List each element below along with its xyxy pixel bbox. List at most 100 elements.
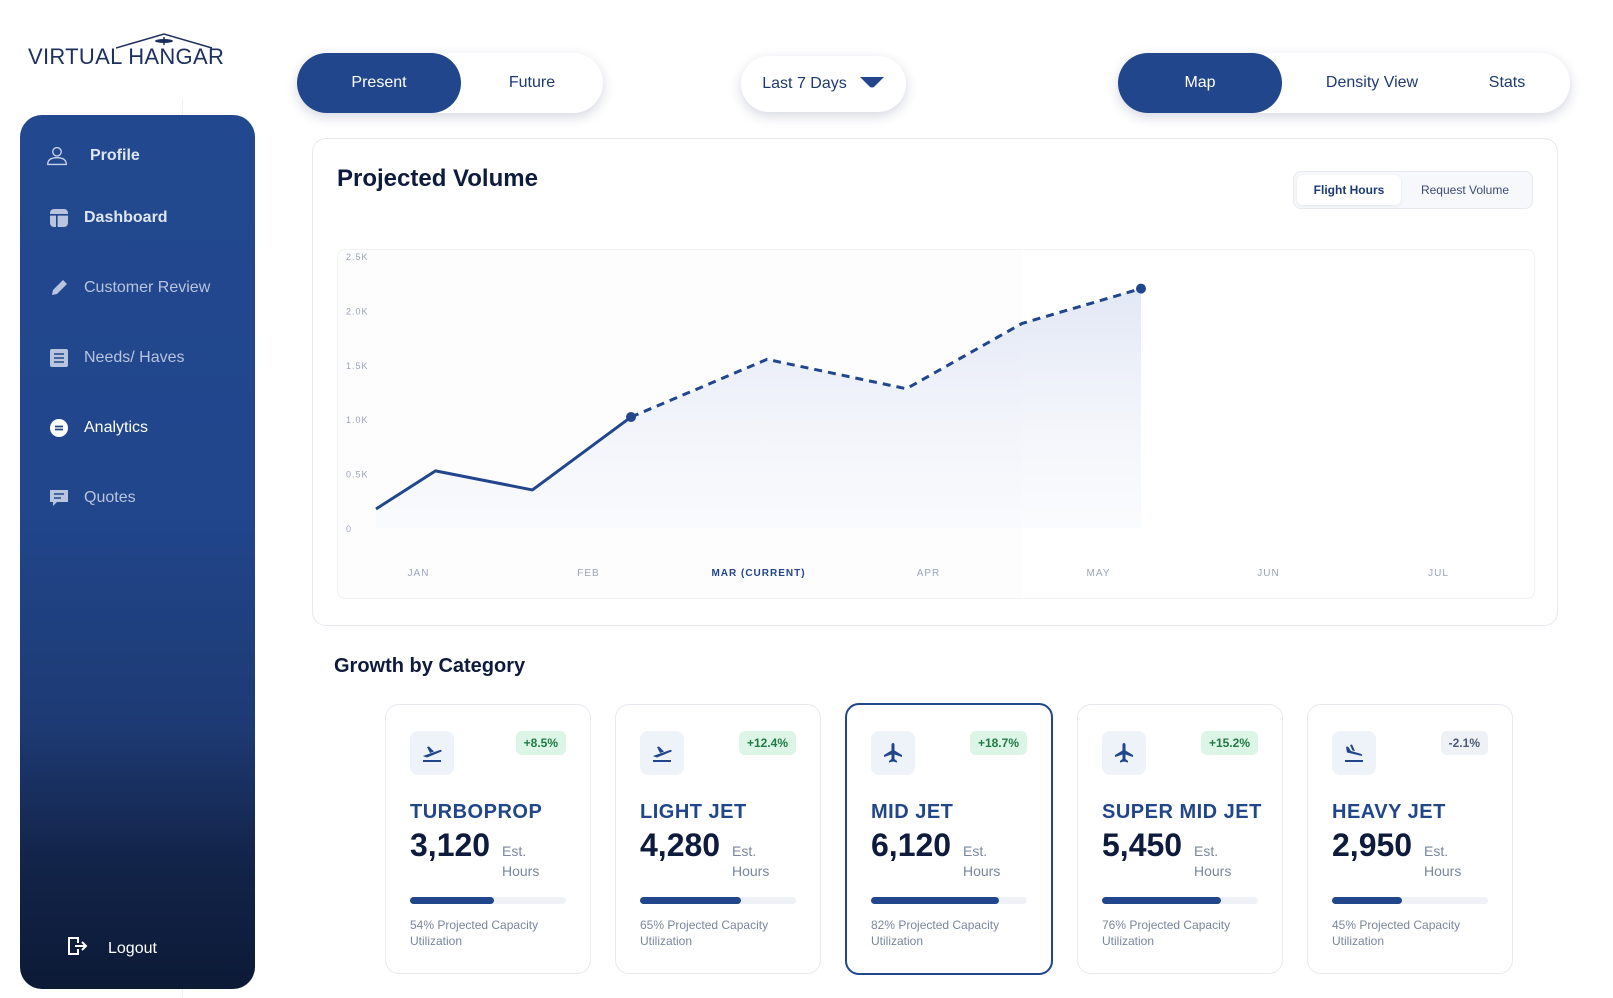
- sidebar-item-quotes[interactable]: Quotes: [48, 487, 136, 509]
- utilization-fill: [410, 897, 495, 904]
- change-badge: -2.1%: [1440, 731, 1488, 755]
- x-tick-label: FEB: [577, 568, 599, 579]
- sidebar-item-label: Customer Review: [84, 279, 211, 296]
- category-card-light-jet[interactable]: +12.4% LIGHT JET 4,280 Est. Hours 65% Project…: [615, 704, 821, 974]
- density-view-tab[interactable]: Density View: [1325, 74, 1419, 91]
- utilization-caption: 65% Projected Capacity Utilization: [640, 918, 769, 948]
- change-badge: +12.4%: [738, 731, 796, 755]
- hours-unit: Est. Hours: [502, 841, 562, 881]
- category-cards: +8.5% TURBOPROP 3,120 Est. Hours 54% Projecte…: [385, 703, 1513, 975]
- hours-unit: Est. Hours: [963, 841, 1023, 881]
- logout-label: Logout: [108, 939, 157, 957]
- flight-hours-tab[interactable]: Flight Hours: [1297, 175, 1401, 205]
- utilization-fill: [640, 897, 742, 904]
- dashboard-icon: [48, 207, 70, 229]
- category-name: LIGHT JET: [640, 801, 747, 823]
- sidebar-item-customer-review[interactable]: Customer Review: [48, 277, 210, 299]
- category-name: MID JET: [871, 801, 954, 823]
- map-tab[interactable]: Map: [1118, 53, 1282, 113]
- sidebar-item-label: Needs/ Haves: [84, 349, 185, 366]
- x-tick-label: JUL: [1428, 568, 1449, 579]
- change-badge: +18.7%: [969, 731, 1027, 755]
- plane-takeoff-icon: [410, 731, 454, 775]
- present-tab[interactable]: Present: [297, 53, 461, 113]
- metric-toggle: Flight Hours Request Volume: [1293, 171, 1533, 209]
- sidebar-item-analytics[interactable]: Analytics: [48, 417, 148, 439]
- utilization-bar: [871, 897, 1027, 904]
- category-name: SUPER MID JET: [1102, 801, 1262, 823]
- utilization-bar: [640, 897, 796, 904]
- date-range-label: Last 7 Days: [762, 75, 847, 92]
- date-range-dropdown[interactable]: Last 7 Days: [741, 56, 906, 112]
- sidebar-item-label: Quotes: [84, 489, 136, 506]
- chat-icon: [48, 487, 70, 509]
- category-name: HEAVY JET: [1332, 801, 1446, 823]
- sidebar-item-dashboard[interactable]: Dashboard: [48, 207, 168, 229]
- x-tick-label: APR: [917, 568, 941, 579]
- actual-series-line: [375, 415, 632, 511]
- unit-line: Hours: [502, 863, 540, 879]
- unit-line: Est.: [1424, 843, 1449, 859]
- current-point: [626, 412, 636, 423]
- sidebar-item-label: Profile: [90, 147, 140, 164]
- sidebar-item-label: Dashboard: [84, 209, 168, 226]
- logout-button[interactable]: Logout: [66, 935, 157, 962]
- utilization-caption: 45% Projected Capacity Utilization: [1332, 918, 1461, 948]
- utilization-fill: [871, 897, 999, 904]
- end-point: [1136, 283, 1146, 294]
- projected-volume-card: Projected Volume Flight Hours Request Vo…: [312, 138, 1558, 626]
- unit-line: Est.: [732, 843, 757, 859]
- y-tick-label: 1.0K: [346, 415, 369, 425]
- unit-line: Hours: [732, 863, 770, 879]
- utilization-fill: [1102, 897, 1221, 904]
- category-card-turboprop[interactable]: +8.5% TURBOPROP 3,120 Est. Hours 54% Projecte…: [385, 704, 591, 974]
- change-badge: +15.2%: [1200, 731, 1258, 755]
- y-tick-label: 2.5K: [346, 252, 369, 262]
- future-tab[interactable]: Future: [508, 74, 556, 91]
- list-icon: [48, 347, 70, 369]
- category-hours: 3,120: [410, 827, 491, 863]
- hours-unit: Est. Hours: [732, 841, 792, 881]
- x-tick-label: JUN: [1257, 568, 1279, 579]
- unit-line: Est.: [963, 843, 988, 859]
- category-card-super-mid-jet[interactable]: +15.2% SUPER MID JET 5,450 Est. Hours 76% Pro…: [1077, 704, 1283, 974]
- unit-line: Hours: [963, 863, 1001, 879]
- sidebar-item-label: Analytics: [84, 419, 149, 436]
- category-card-heavy-jet[interactable]: -2.1% HEAVY JET 2,950 Est. Hours 45% Projecte…: [1307, 704, 1513, 974]
- line-chart: 0 0.5K 1.0K 1.5K 2.0K 2.5K JAN FEB MAR (CURRENT)…: [337, 249, 1535, 599]
- unit-line: Est.: [502, 843, 527, 859]
- category-hours: 4,280: [640, 827, 721, 863]
- pencil-icon: [48, 277, 70, 299]
- analytics-icon: [48, 417, 70, 439]
- utilization-caption: 82% Projected Capacity Utilization: [871, 918, 1000, 948]
- hours-unit: Est. Hours: [1424, 841, 1484, 881]
- unit-line: Hours: [1194, 863, 1232, 879]
- stats-tab[interactable]: Stats: [1488, 74, 1526, 91]
- y-tick-label: 1.5K: [346, 361, 369, 371]
- sidebar-item-needs-haves[interactable]: Needs/ Haves: [48, 347, 185, 369]
- plane-takeoff-icon: [640, 731, 684, 775]
- user-icon: [46, 145, 68, 167]
- sidebar-item-profile[interactable]: Profile: [46, 145, 140, 167]
- line-chart-svg: 0 0.5K 1.0K 1.5K 2.0K 2.5K JAN FEB MAR (CURRENT)…: [346, 250, 1534, 598]
- utilization-caption: 76% Projected Capacity Utilization: [1102, 918, 1231, 948]
- y-tick-label: 0.5K: [346, 470, 369, 480]
- request-volume-tab[interactable]: Request Volume: [1420, 183, 1510, 197]
- growth-title: Growth by Category: [334, 655, 526, 677]
- utilization-bar: [1102, 897, 1258, 904]
- change-badge: +8.5%: [515, 731, 566, 755]
- hours-unit: Est. Hours: [1194, 841, 1254, 881]
- x-tick-label: MAR (CURRENT): [711, 568, 805, 579]
- category-card-mid-jet[interactable]: +18.7% MID JET 6,120 Est. Hours 82% Projected…: [845, 703, 1053, 975]
- unit-line: Est.: [1194, 843, 1219, 859]
- category-name: TURBOPROP: [410, 801, 543, 823]
- y-tick-label: 2.0K: [346, 306, 369, 316]
- plane-icon: [1102, 731, 1146, 775]
- caret-down-icon: [859, 75, 885, 94]
- brand-logo[interactable]: VIRTUAL HANGAR: [28, 30, 228, 74]
- plane-logo-icon: [116, 33, 213, 49]
- y-tick-label: 0: [346, 524, 352, 534]
- view-toggle: Map Density View Stats: [1118, 53, 1570, 113]
- unit-line: Hours: [1424, 863, 1462, 879]
